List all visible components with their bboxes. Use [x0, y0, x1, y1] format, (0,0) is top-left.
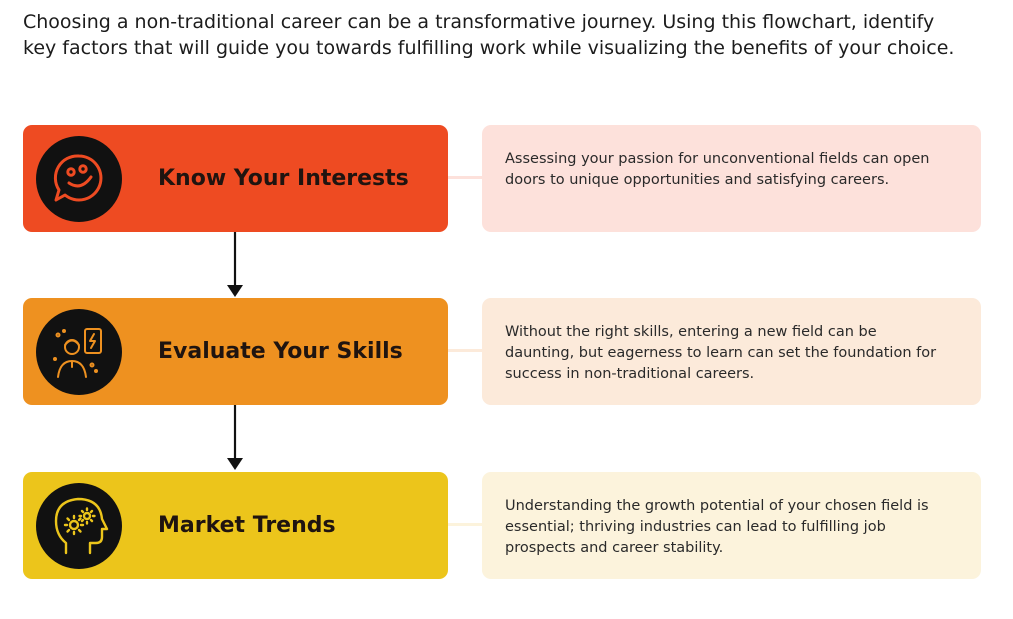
step-title: Market Trends — [158, 513, 336, 538]
step-description: Understanding the growth potential of yo… — [505, 498, 929, 556]
step-description-box: Assessing your passion for unconventiona… — [482, 125, 981, 232]
step-description-box: Understanding the growth potential of yo… — [482, 472, 981, 579]
step-description-box: Without the right skills, entering a new… — [482, 298, 981, 405]
connector-line — [448, 176, 482, 179]
connector-line — [448, 523, 482, 526]
step-description: Without the right skills, entering a new… — [505, 324, 937, 382]
connector-line — [448, 349, 482, 352]
down-arrow — [225, 232, 245, 298]
step-title: Evaluate Your Skills — [158, 339, 403, 364]
step-title: Know Your Interests — [158, 166, 409, 191]
step-know-your-interests: Know Your Interests — [23, 125, 448, 232]
step-evaluate-your-skills: Evaluate Your Skills — [23, 298, 448, 405]
person-idea-icon — [36, 309, 122, 395]
intro-text: Choosing a non-traditional career can be… — [23, 11, 955, 59]
head-gears-icon — [36, 483, 122, 569]
down-arrow — [225, 405, 245, 471]
smiley-chat-icon — [36, 136, 122, 222]
step-description: Assessing your passion for unconventiona… — [505, 151, 930, 188]
step-market-trends: Market Trends — [23, 472, 448, 579]
